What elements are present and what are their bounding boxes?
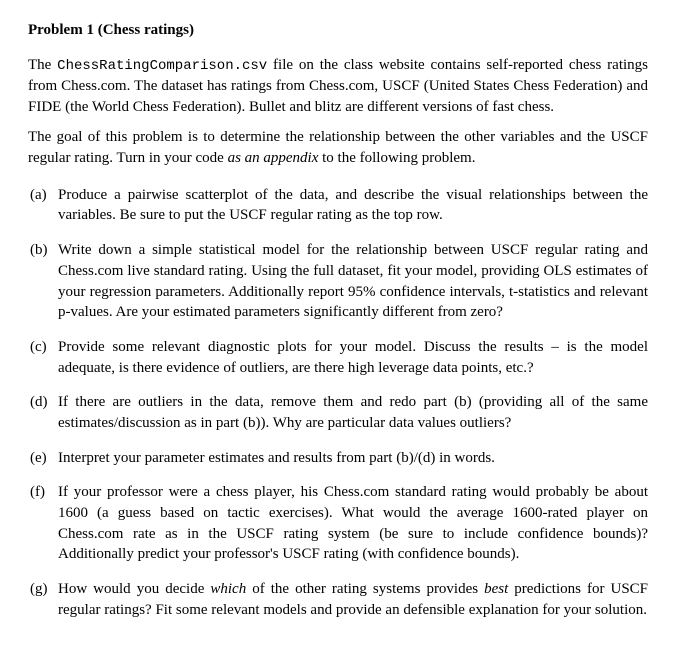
intro-p2-post: to the following problem.: [318, 150, 475, 166]
problem-parts-list: (a) Produce a pairwise scatterplot of th…: [28, 185, 648, 621]
part-f-label: (f): [30, 482, 45, 503]
part-g: (g) How would you decide which of the ot…: [28, 579, 648, 620]
part-b-label: (b): [30, 240, 48, 261]
part-f: (f) If your professor were a chess playe…: [28, 482, 648, 565]
part-e: (e) Interpret your parameter estimates a…: [28, 448, 648, 469]
intro-paragraph-2: The goal of this problem is to determine…: [28, 127, 648, 168]
problem-title: Problem 1 (Chess ratings): [28, 20, 648, 41]
part-g-pre: How would you decide: [58, 581, 210, 597]
part-d: (d) If there are outliers in the data, r…: [28, 392, 648, 433]
part-g-em1: which: [210, 581, 246, 597]
intro-p2-em: as an appendix: [228, 150, 319, 166]
part-g-em2: best: [484, 581, 508, 597]
intro-paragraph-1: The ChessRatingComparison.csv file on th…: [28, 55, 648, 118]
part-a-text: Produce a pairwise scatterplot of the da…: [58, 187, 648, 224]
part-e-label: (e): [30, 448, 47, 469]
part-a: (a) Produce a pairwise scatterplot of th…: [28, 185, 648, 226]
problem-intro: The ChessRatingComparison.csv file on th…: [28, 55, 648, 169]
part-a-label: (a): [30, 185, 47, 206]
part-e-text: Interpret your parameter estimates and r…: [58, 450, 495, 466]
part-b-text: Write down a simple statistical model fo…: [58, 242, 648, 320]
part-g-label: (g): [30, 579, 48, 600]
part-d-label: (d): [30, 392, 48, 413]
part-c-label: (c): [30, 337, 47, 358]
part-g-mid: of the other rating systems provides: [246, 581, 484, 597]
filename-code: ChessRatingComparison.csv: [57, 58, 267, 74]
part-b: (b) Write down a simple statistical mode…: [28, 240, 648, 323]
part-d-text: If there are outliers in the data, remov…: [58, 394, 648, 431]
intro-p1-pre: The: [28, 57, 57, 73]
part-f-text: If your professor were a chess player, h…: [58, 484, 648, 562]
part-c-text: Provide some relevant diagnostic plots f…: [58, 339, 648, 376]
part-c: (c) Provide some relevant diagnostic plo…: [28, 337, 648, 378]
